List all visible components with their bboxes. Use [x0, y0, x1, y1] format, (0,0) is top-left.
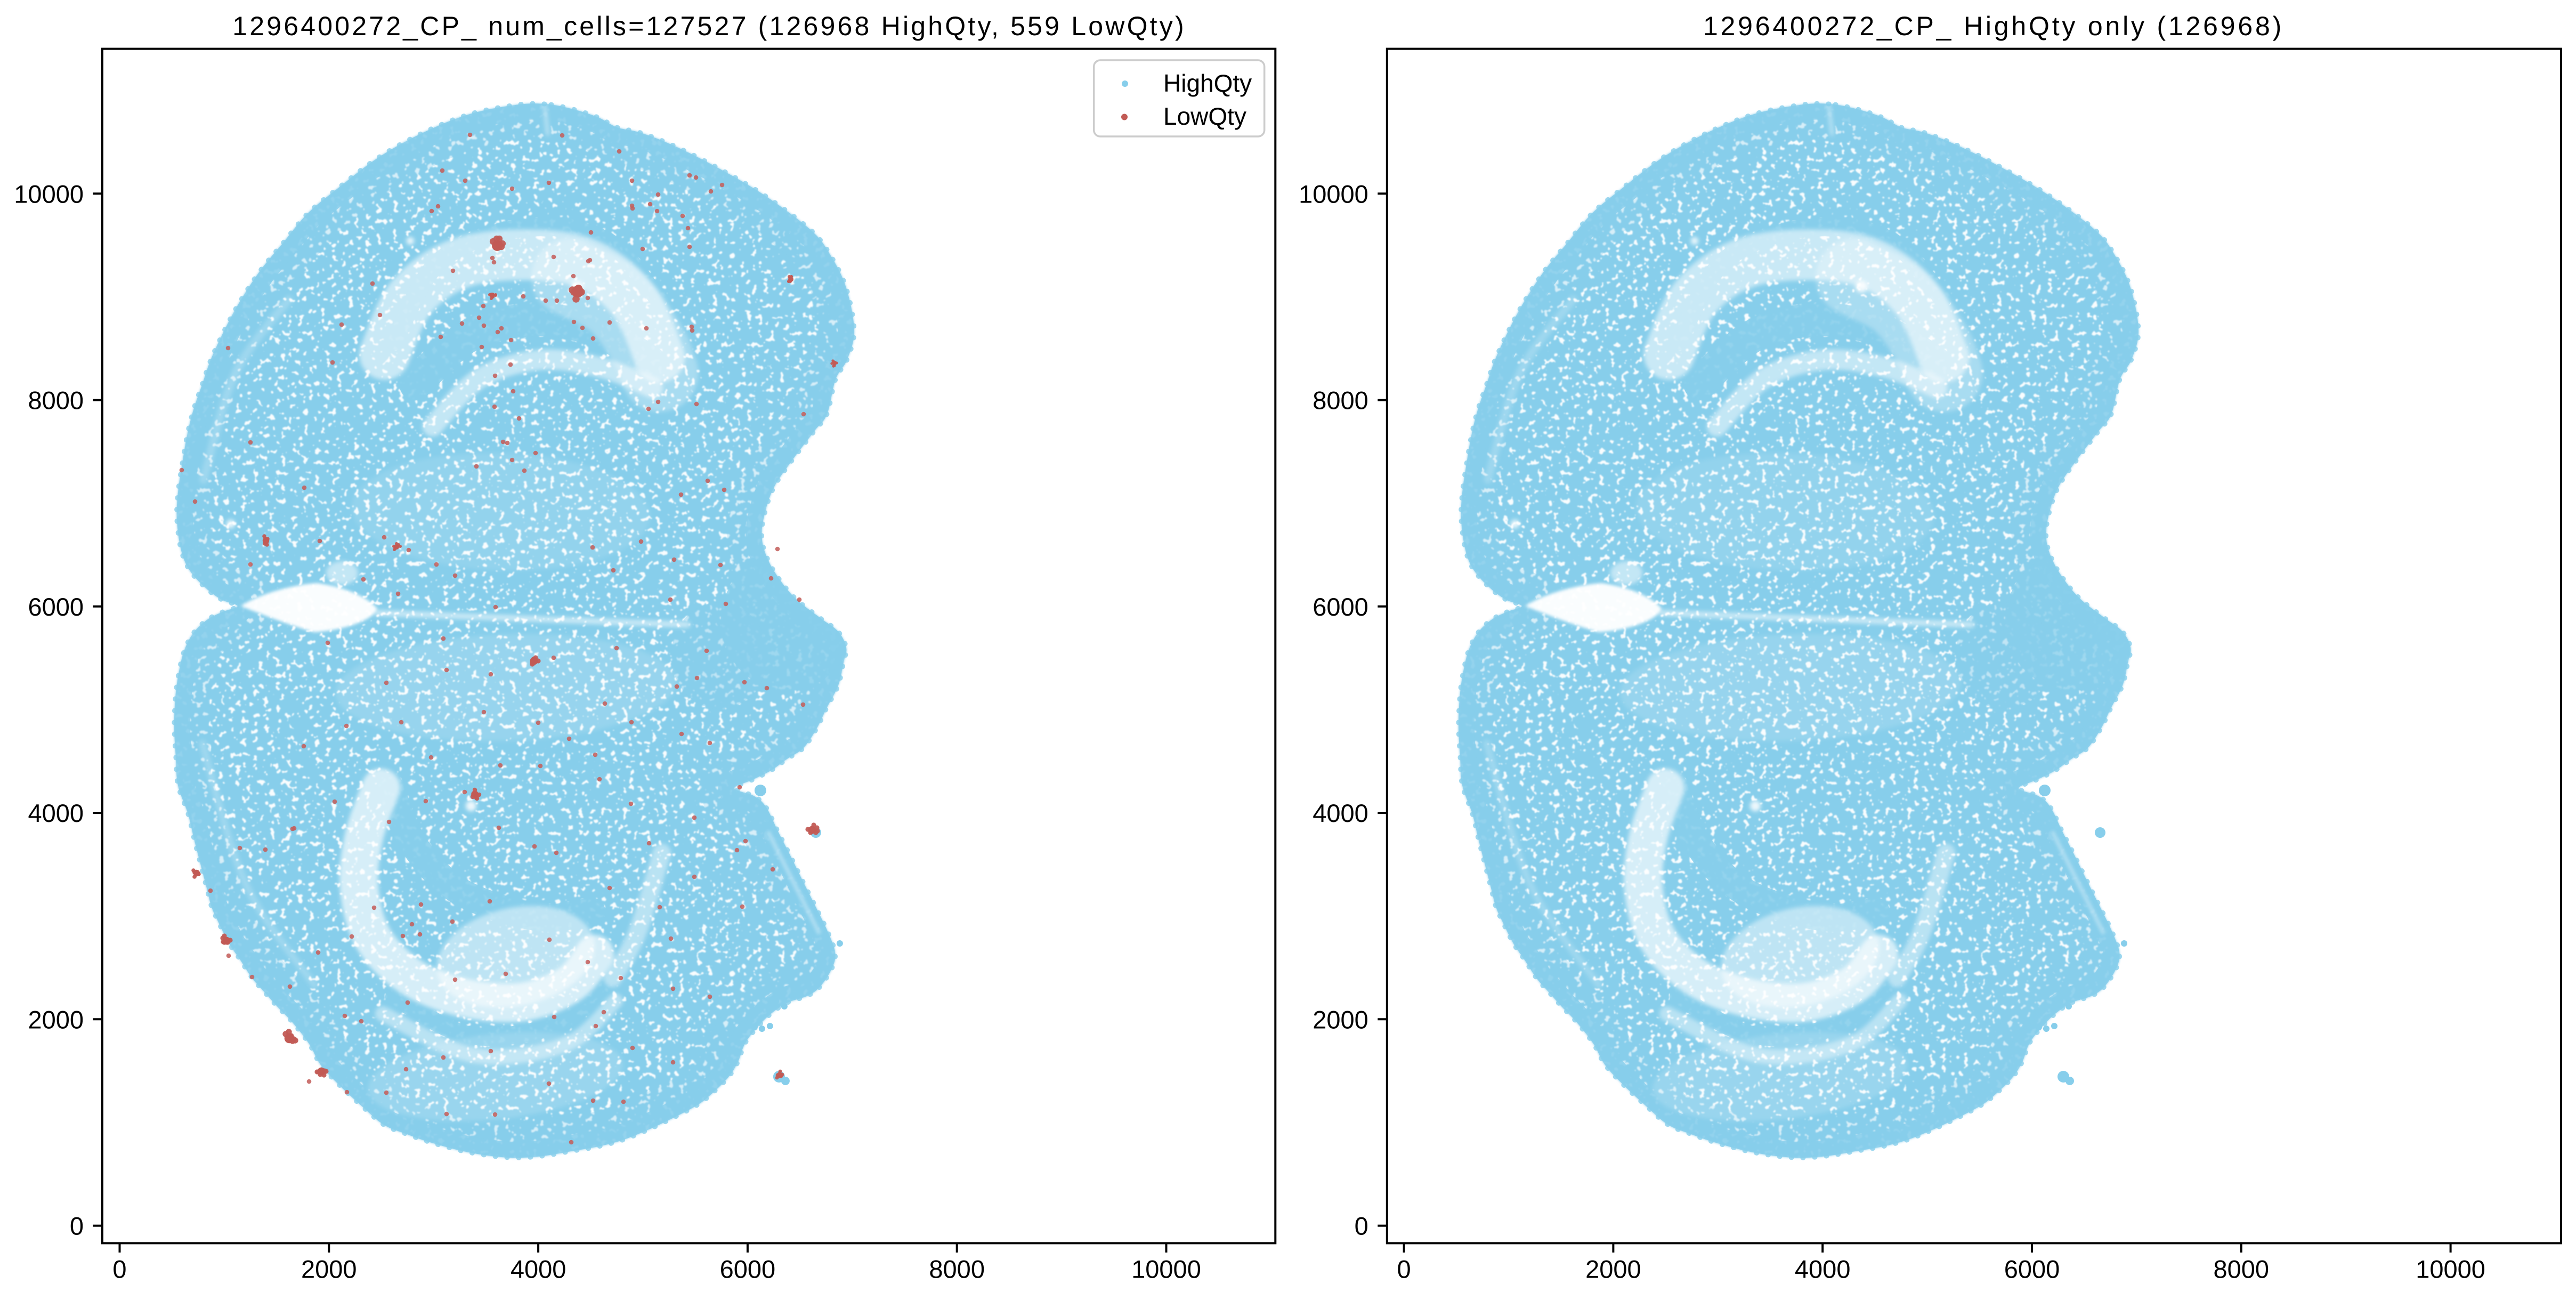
- svg-text:8000: 8000: [929, 1255, 985, 1283]
- svg-text:8000: 8000: [2214, 1255, 2270, 1283]
- svg-text:6000: 6000: [720, 1255, 776, 1283]
- svg-text:2000: 2000: [301, 1255, 357, 1283]
- svg-text:LowQty: LowQty: [1163, 102, 1246, 130]
- svg-text:4000: 4000: [28, 799, 84, 827]
- svg-text:10000: 10000: [2416, 1255, 2485, 1283]
- svg-text:0: 0: [112, 1255, 126, 1283]
- svg-text:2000: 2000: [28, 1005, 84, 1033]
- svg-text:8000: 8000: [1313, 386, 1368, 415]
- svg-text:10000: 10000: [1299, 180, 1368, 208]
- svg-text:HighQty: HighQty: [1163, 69, 1252, 97]
- svg-text:10000: 10000: [1131, 1255, 1201, 1283]
- svg-text:0: 0: [70, 1212, 84, 1240]
- svg-text:4000: 4000: [1313, 799, 1368, 827]
- svg-text:0: 0: [1397, 1255, 1411, 1283]
- svg-text:4000: 4000: [1795, 1255, 1851, 1283]
- svg-text:6000: 6000: [28, 593, 84, 621]
- svg-text:6000: 6000: [1313, 593, 1368, 621]
- svg-text:2000: 2000: [1313, 1005, 1368, 1033]
- svg-text:2000: 2000: [1585, 1255, 1641, 1283]
- svg-text:6000: 6000: [2004, 1255, 2060, 1283]
- svg-text:4000: 4000: [511, 1255, 566, 1283]
- svg-text:0: 0: [1355, 1212, 1368, 1240]
- svg-text:1296400272_CP_ HighQty only (1: 1296400272_CP_ HighQty only (126968): [1703, 11, 2284, 41]
- svg-text:8000: 8000: [28, 386, 84, 415]
- svg-text:10000: 10000: [14, 180, 84, 208]
- svg-text:1296400272_CP_ num_cells=12752: 1296400272_CP_ num_cells=127527 (126968 …: [232, 11, 1186, 41]
